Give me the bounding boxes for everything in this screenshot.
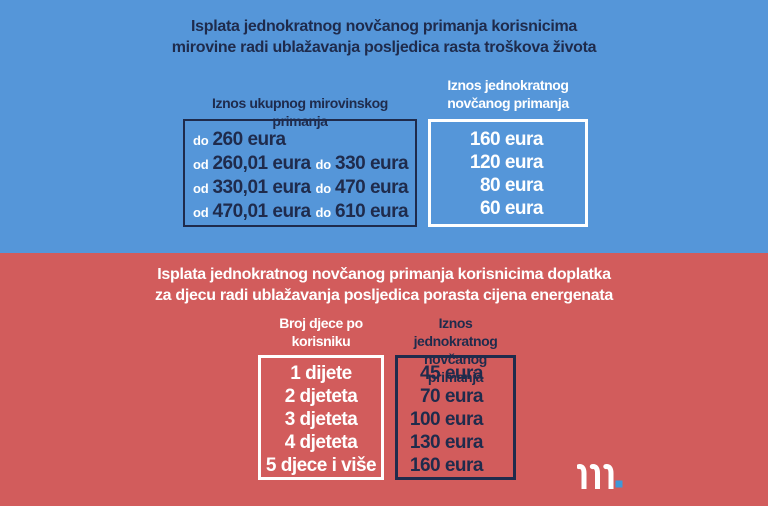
table-row: 1 dijete — [290, 363, 352, 384]
pension-payment-column-header: Iznos jednokratnog novčanog primanja — [428, 76, 588, 112]
table-row: 100 eura — [409, 409, 484, 430]
range-mid: do — [315, 181, 332, 196]
child-payment-header-line-1: Iznos jednokratnog — [413, 315, 498, 349]
children-header-line-2: korisniku — [291, 333, 351, 349]
range-start: 260 eura — [212, 129, 286, 150]
table-row: 70 eura — [419, 386, 484, 407]
pension-title-line-2: mirovine radi ublažavanja posljedica ras… — [171, 39, 597, 56]
range-end: 470 eura — [335, 177, 409, 198]
pension-payment-header-line-2: novčanog primanja — [447, 95, 569, 111]
range-end: 330 eura — [335, 153, 409, 174]
children-count-column-header: Broj djece po korisniku — [258, 314, 384, 350]
table-row: 4 djeteta — [284, 432, 358, 453]
table-row: 160 eura — [409, 455, 484, 476]
table-row: 2 djeteta — [284, 386, 358, 407]
pension-payment-header-line-1: Iznos jednokratnog — [447, 77, 569, 93]
table-row: od 330,01 eura do 470 eura — [193, 176, 415, 200]
pension-title-line-1: Isplata jednokratnog novčanog primanja k… — [191, 18, 577, 35]
child-allowance-section: Isplata jednokratnog novčanog primanja k… — [0, 253, 768, 506]
children-count-table: 1 dijete 2 djeteta 3 djeteta 4 djeteta 5… — [258, 355, 384, 480]
range-end: 610 eura — [335, 201, 409, 222]
pension-payment-amounts-table: 160 eura 120 eura 80 eura 60 eura — [428, 119, 588, 227]
child-payment-column-header: Iznos jednokratnog novčanog primanja — [395, 314, 516, 386]
child-title-line-2: za djecu radi ublažavanja posljedica por… — [154, 287, 614, 304]
table-row: 45 eura — [419, 363, 484, 384]
table-row: do 260 eura — [193, 128, 415, 152]
table-row: od 470,01 eura do 610 eura — [193, 200, 415, 224]
table-row: 5 djece i više — [265, 455, 377, 476]
range-mid: do — [315, 157, 332, 172]
children-header-line-1: Broj djece po — [279, 315, 363, 331]
table-row: 60 eura — [479, 198, 544, 219]
table-row: 120 eura — [469, 152, 544, 173]
m-logo-strokes — [577, 464, 614, 489]
child-allowance-section-title: Isplata jednokratnog novčanog primanja k… — [0, 264, 768, 306]
pension-section-title: Isplata jednokratnog novčanog primanja k… — [0, 16, 768, 58]
pension-ranges-table: do 260 eura od 260,01 eura do 330 eura od 330… — [183, 119, 417, 227]
pension-total-column-header: Iznos ukupnog mirovinskog primanja — [212, 95, 388, 129]
m-logo-dot — [615, 480, 623, 488]
table-row: 80 eura — [479, 175, 544, 196]
child-payment-amounts-table: 45 eura 70 eura 100 eura 130 eura 160 eu… — [395, 355, 516, 480]
range-start: 330,01 eura — [212, 177, 311, 198]
range-prefix: od — [193, 157, 209, 172]
range-prefix: od — [193, 181, 209, 196]
table-row: 160 eura — [469, 129, 544, 150]
range-prefix: do — [193, 133, 209, 148]
range-start: 470,01 eura — [212, 201, 311, 222]
child-title-line-1: Isplata jednokratnog novčanog primanja k… — [157, 266, 611, 283]
pension-section: Isplata jednokratnog novčanog primanja k… — [0, 0, 768, 253]
table-row: 130 eura — [409, 432, 484, 453]
table-row: 3 djeteta — [284, 409, 358, 430]
table-row: od 260,01 eura do 330 eura — [193, 152, 415, 176]
range-prefix: od — [193, 205, 209, 220]
range-start: 260,01 eura — [212, 153, 311, 174]
range-mid: do — [315, 205, 332, 220]
m-logo — [577, 464, 623, 489]
